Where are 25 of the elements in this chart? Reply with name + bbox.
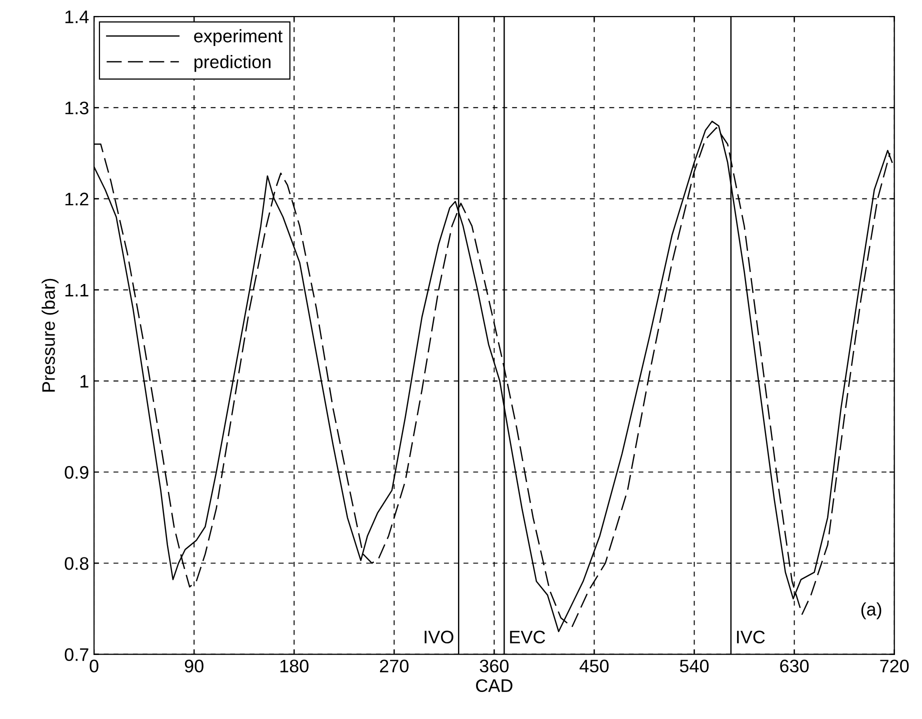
x-tick-label: 90: [184, 660, 204, 672]
y-tick-label: 0.8: [64, 557, 88, 570]
y-tick-label: 1: [80, 375, 88, 388]
y-tick-label: 1.1: [65, 284, 88, 296]
y-tick-label: 1.3: [65, 102, 88, 114]
x-tick-label: 720: [880, 660, 909, 672]
y-axis-title: Pressure (bar): [42, 278, 59, 392]
x-tick-label: 630: [780, 660, 809, 672]
ref-line-label: IVO: [424, 630, 454, 644]
ref-line-label: EVC: [510, 630, 546, 644]
x-tick-label: 540: [680, 660, 709, 672]
x-tick-label: 0: [90, 660, 98, 672]
legend-label: experiment: [194, 29, 283, 46]
x-axis-title: CAD: [476, 679, 512, 692]
x-tick-label: 270: [380, 660, 409, 672]
x-tick-label: 360: [480, 660, 509, 672]
y-tick-label: 1.2: [65, 192, 88, 206]
legend-label: prediction: [194, 55, 270, 72]
y-tick-label: 0.7: [64, 648, 88, 662]
ref-line-label: IVC: [737, 630, 765, 644]
y-tick-label: 1.4: [65, 10, 89, 24]
x-tick-label: 180: [280, 660, 308, 672]
annotation: (a): [861, 602, 882, 620]
y-tick-label: 0.9: [64, 466, 88, 479]
x-tick-label: 450: [580, 660, 609, 672]
